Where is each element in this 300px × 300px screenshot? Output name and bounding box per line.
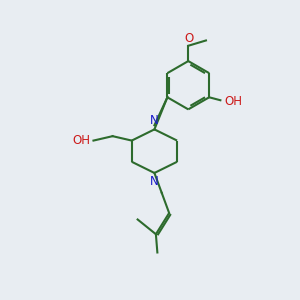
Text: N: N: [150, 114, 159, 127]
Text: N: N: [150, 175, 159, 188]
Text: OH: OH: [224, 95, 242, 108]
Text: OH: OH: [72, 134, 90, 147]
Text: O: O: [184, 32, 193, 46]
